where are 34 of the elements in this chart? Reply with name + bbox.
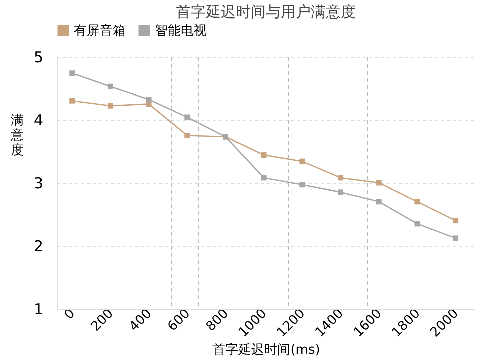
point	[70, 70, 76, 76]
x-axis-title: 首字延迟时间(ms)	[212, 342, 320, 358]
point	[338, 175, 344, 181]
point	[146, 97, 152, 103]
legend-label: 智能电视	[155, 24, 207, 39]
point	[414, 221, 420, 227]
point	[261, 152, 267, 158]
point	[376, 199, 382, 205]
point	[184, 114, 190, 120]
point	[453, 236, 459, 242]
point	[108, 103, 114, 109]
point	[376, 180, 382, 186]
point	[261, 175, 267, 181]
x-tick-label: 600	[165, 306, 194, 335]
legend-label: 有屏音箱	[74, 24, 126, 39]
point	[300, 158, 306, 164]
point	[108, 84, 114, 90]
x-tick-label: 400	[127, 306, 156, 335]
point	[184, 133, 190, 138]
y-tick-label: 4	[34, 112, 44, 130]
x-tick-label: 200	[88, 306, 117, 335]
y-tick-label: 1	[34, 300, 44, 318]
y-tick-label: 3	[34, 174, 44, 192]
x-tick-label: 0	[62, 306, 78, 324]
chart-title: 首字延迟时间与用户满意度	[176, 3, 356, 21]
point	[453, 218, 459, 224]
point	[414, 199, 420, 205]
y-tick-label: 2	[34, 238, 44, 256]
x-tick-label: 800	[204, 306, 232, 335]
y-axis-title: 满意度	[10, 114, 24, 158]
point	[338, 190, 344, 196]
point	[300, 182, 306, 188]
y-tick-label: 5	[34, 48, 44, 66]
point	[70, 98, 76, 104]
